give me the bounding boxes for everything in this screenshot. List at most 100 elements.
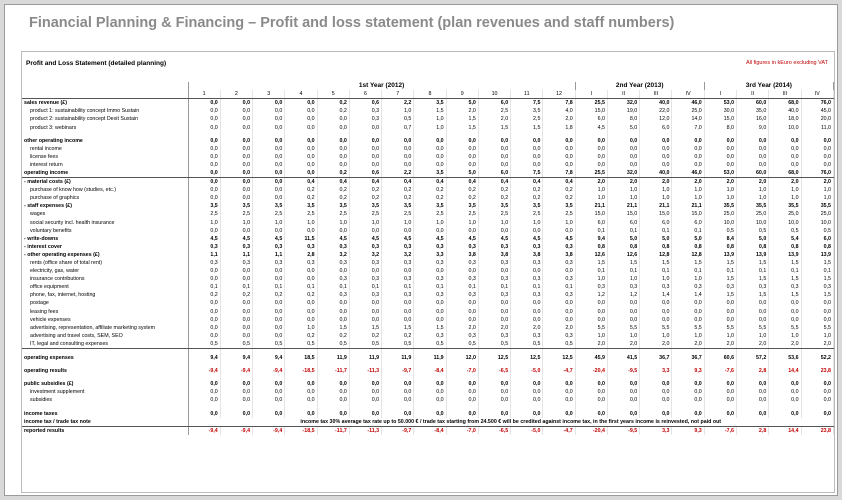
tax-note: income tax 30% average tax rate up to 50… — [188, 417, 834, 427]
cell-value: 25,0 — [704, 210, 738, 219]
cell-value: 0,0 — [704, 307, 738, 316]
cell-value: 19,0 — [607, 107, 641, 116]
cell-value: 2,0 — [607, 339, 641, 349]
cell-value: 0,0 — [510, 299, 544, 308]
cell-value: 3,8 — [510, 250, 544, 259]
cell-value: 0,0 — [252, 177, 286, 187]
cell-value: 0,3 — [413, 291, 447, 300]
cell-value: 0,3 — [478, 275, 512, 284]
cell-value: 11,0 — [801, 123, 835, 132]
cell-value: 0,0 — [575, 388, 608, 397]
spreadsheet: Profit and Loss Statement (detailed plan… — [21, 51, 835, 493]
cell-value: 35,5 — [768, 202, 802, 211]
cell-value: 10,0 — [768, 218, 802, 227]
cell-value: 0,5 — [188, 339, 221, 349]
table-row: product 2: sustainability concept Dexit … — [22, 115, 835, 124]
cell-value: 1,5 — [317, 323, 350, 332]
cell-value: 0,0 — [478, 375, 512, 389]
cell-value: 5,4 — [768, 234, 802, 243]
cell-value: 0,1 — [607, 267, 641, 276]
cell-value: 0,2 — [349, 331, 383, 340]
cell-value: 0,1 — [349, 283, 383, 292]
row-label: operating results — [22, 362, 189, 376]
cell-value: 0,0 — [413, 404, 447, 418]
cell-value: 2,5 — [478, 210, 512, 219]
cell-value: 0,5 — [284, 339, 318, 349]
cell-value: 0,8 — [801, 242, 835, 251]
cell-value: 0,1 — [252, 283, 286, 292]
table-row: purchase of know how (studies, etc.) 0,0 0… — [22, 186, 835, 195]
cell-value: 5,5 — [801, 323, 835, 332]
cell-value: 0,2 — [381, 331, 415, 340]
cell-value: 0,0 — [220, 226, 254, 235]
cell-value: 1,0 — [671, 331, 705, 340]
cell-value: 1,0 — [768, 194, 802, 203]
cell-value: 0,5 — [801, 226, 835, 235]
cell-value: 0,0 — [478, 144, 512, 153]
cell-value: 40,0 — [639, 98, 673, 108]
cell-value: 0,1 — [671, 267, 705, 276]
cell-value: 2,0 — [607, 177, 641, 187]
cell-value: 2,5 — [252, 210, 286, 219]
cell-value: 0,3 — [607, 283, 641, 292]
cell-value: 0,0 — [704, 388, 738, 397]
cell-value: 4,5 — [252, 234, 286, 243]
cell-value: 1,0 — [671, 275, 705, 284]
cell-value: 0,3 — [349, 107, 383, 116]
cell-value: 4,5 — [542, 234, 576, 243]
cell-value: 0,3 — [349, 291, 383, 300]
cell-value: 5,5 — [607, 323, 641, 332]
cell-value: -9,4 — [220, 362, 254, 376]
cell-value: 5,0 — [607, 234, 641, 243]
cell-value: 0,8 — [575, 242, 608, 251]
row-label: income tax / trade tax note — [22, 417, 189, 427]
cell-value: 2,0 — [639, 339, 673, 349]
cell-value: 0,3 — [349, 115, 383, 124]
cell-value: 0,0 — [446, 144, 479, 153]
cell-value: 0,0 — [220, 323, 254, 332]
cell-value: 0,0 — [317, 115, 350, 124]
cell-value: 0,4 — [413, 177, 447, 187]
cell-value: 0,0 — [575, 404, 608, 418]
cell-value: 0,0 — [801, 307, 835, 316]
cell-value: 0,2 — [478, 194, 512, 203]
cell-value: 23,8 — [801, 426, 835, 435]
cell-value: 12,8 — [639, 250, 673, 259]
cell-value: 0,0 — [510, 375, 544, 389]
cell-value: 20,0 — [801, 115, 835, 124]
cell-value: 36,7 — [639, 348, 673, 363]
row-label: leasing fees — [22, 307, 189, 316]
cell-value: 0,0 — [510, 152, 544, 161]
table-row: operating income 0,0 0,0 0,0 0,0 0,2 0,6 2,2 3,5… — [22, 168, 835, 179]
cell-value: 0,0 — [736, 307, 770, 316]
cell-value: 0,3 — [478, 331, 512, 340]
cell-value: 0,3 — [413, 331, 447, 340]
cell-value: 0,0 — [478, 388, 512, 397]
cell-value: 0,0 — [704, 375, 738, 389]
cell-value: 0,0 — [542, 404, 576, 418]
cell-value: 2,5 — [446, 210, 479, 219]
cell-value: 0,0 — [349, 226, 383, 235]
table-row: investment supplement 0,0 0,0 0,0 0,0 0,0 0,0 0… — [22, 388, 835, 397]
cell-value: 0,3 — [413, 242, 447, 251]
cell-value: 0,0 — [801, 160, 835, 169]
cell-value: 9,4 — [220, 348, 254, 363]
blank-cell — [22, 82, 189, 91]
row-label: - other operating expenses (£) — [22, 250, 189, 259]
cell-value: 0,3 — [317, 275, 350, 284]
cell-value: 3,5 — [220, 202, 254, 211]
cell-value: 0,2 — [317, 168, 350, 179]
cell-value: 0,3 — [381, 258, 415, 268]
cell-value: 1,5 — [768, 291, 802, 300]
cell-value: 0,0 — [317, 152, 350, 161]
cell-value: 9,0 — [736, 123, 770, 132]
cell-value: 1,0 — [413, 115, 447, 124]
cell-value: -7,0 — [446, 362, 479, 376]
cell-value: 14,4 — [768, 362, 802, 376]
cell-value: 0,0 — [575, 131, 608, 145]
cell-value: 1,1 — [188, 250, 221, 259]
cell-value: 0,8 — [704, 242, 738, 251]
cell-value: 3,8 — [542, 250, 576, 259]
cell-value: 0,1 — [478, 283, 512, 292]
cell-value: 9,3 — [671, 426, 705, 435]
